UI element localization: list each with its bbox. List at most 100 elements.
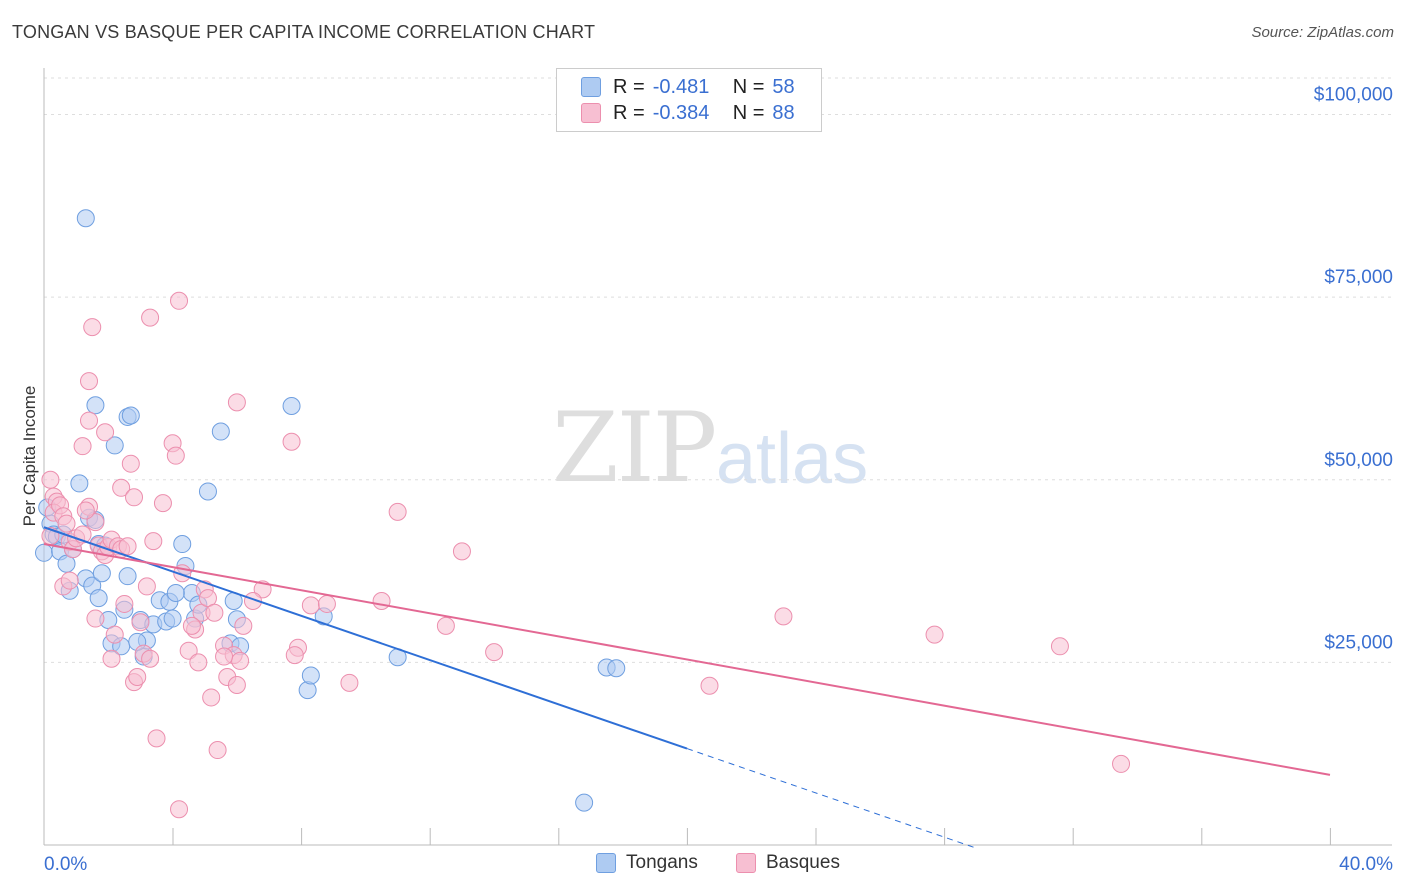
basque-point — [340, 673, 359, 692]
basque-point — [115, 594, 134, 613]
legend-r-value: -0.384 — [652, 101, 710, 124]
basque-point — [925, 625, 944, 644]
basque-point — [301, 596, 320, 615]
watermark-atlas: atlas — [716, 419, 869, 499]
basques-swatch — [581, 103, 601, 123]
legend-row-tongans: R = -0.481 N = 58 — [581, 74, 795, 100]
tongan-point — [173, 535, 192, 554]
source-credit: Source: ZipAtlas.com — [1251, 24, 1394, 41]
basque-point — [41, 470, 60, 489]
basque-point — [147, 729, 166, 748]
basque-point — [121, 454, 140, 473]
tongan-point — [86, 396, 105, 415]
trend-layer — [43, 526, 1331, 849]
basque-point — [144, 532, 163, 551]
tongan-point — [607, 659, 626, 678]
basque-point — [452, 542, 471, 561]
axis-layer — [43, 68, 1392, 846]
tongan-point — [198, 482, 217, 501]
basque-point — [700, 676, 719, 695]
basque-point — [317, 594, 336, 613]
tongan-point — [118, 567, 137, 586]
tongan-point — [76, 209, 95, 228]
basque-point — [166, 446, 185, 465]
basque-point — [388, 502, 407, 521]
basque-point — [208, 741, 227, 760]
bottom-legend-tongans[interactable]: Tongans — [596, 852, 698, 874]
basque-point — [253, 580, 272, 599]
tongan-point — [105, 436, 124, 455]
basque-point — [128, 667, 147, 686]
basque-trend-line — [43, 543, 1331, 776]
legend-row-basques: R = -0.384 N = 88 — [581, 100, 795, 126]
basque-point — [131, 613, 150, 632]
basque-point — [215, 647, 234, 666]
basque-point — [141, 649, 160, 668]
basque-point — [102, 649, 121, 668]
chart-title: TONGAN VS BASQUE PER CAPITA INCOME CORRE… — [12, 22, 596, 42]
correlation-legend: R = -0.481 N = 58 R = -0.384 N = 88 — [556, 68, 822, 132]
basque-point — [231, 651, 250, 670]
basque-point — [137, 577, 156, 596]
legend-r-value: -0.481 — [652, 75, 710, 98]
basque-point — [57, 514, 76, 533]
basque-point — [189, 653, 208, 672]
grid-layer — [44, 77, 1392, 663]
basque-point — [372, 592, 391, 611]
legend-n-value: 88 — [772, 101, 795, 124]
basque-point — [227, 393, 246, 412]
basque-point — [485, 643, 504, 662]
y-tick-label: $100,000 — [1314, 85, 1393, 106]
basque-point — [80, 372, 99, 391]
basque-point — [118, 537, 137, 556]
bottom-legend-basques[interactable]: Basques — [736, 852, 840, 874]
basque-point — [86, 513, 105, 532]
basques-legend-label: Basques — [766, 852, 840, 873]
basque-point — [80, 411, 99, 430]
x-tick-label-max: 40.0% — [1339, 854, 1393, 875]
tongan-trend-extension — [686, 748, 977, 849]
tongan-point — [35, 543, 53, 562]
basque-point — [141, 308, 160, 327]
points-layer — [35, 209, 1131, 819]
tongans-legend-swatch — [596, 853, 616, 873]
tongan-point — [121, 406, 140, 425]
basque-point — [182, 616, 201, 635]
basque-point — [170, 291, 189, 310]
basque-point — [774, 607, 793, 626]
basque-point — [205, 603, 224, 622]
label-layer: $25,000 $50,000 $75,000 $100,000 0.0% 40.0% — [44, 85, 1393, 875]
legend-n-value: 58 — [772, 75, 795, 98]
y-tick-label: $25,000 — [1324, 632, 1393, 653]
tongan-point — [163, 609, 182, 628]
tongan-point — [92, 564, 111, 583]
basque-point — [282, 432, 301, 451]
legend-n-label: N = — [732, 101, 765, 124]
basque-point — [125, 488, 144, 507]
tongan-point — [70, 474, 89, 493]
tongan-point — [575, 793, 594, 812]
tongans-legend-label: Tongans — [626, 852, 698, 873]
basque-point — [112, 478, 131, 497]
basque-point — [96, 423, 115, 442]
basque-point — [436, 616, 455, 635]
legend-r-label: R = — [613, 101, 645, 124]
basque-point — [234, 616, 253, 635]
tongan-point — [298, 681, 317, 700]
tongan-point — [166, 583, 185, 602]
basque-point — [285, 646, 304, 665]
y-tick-label: $75,000 — [1324, 267, 1393, 288]
basque-point — [1050, 637, 1069, 656]
basque-point — [86, 609, 105, 628]
basque-point — [202, 688, 221, 707]
y-tick-label: $50,000 — [1324, 450, 1393, 471]
x-tick-label-min: 0.0% — [44, 854, 87, 875]
tongan-point — [89, 589, 108, 608]
tongans-swatch — [581, 77, 601, 97]
legend-r-label: R = — [613, 75, 645, 98]
basque-point — [179, 641, 198, 660]
basque-point — [83, 318, 102, 337]
tongan-point — [211, 422, 230, 441]
basque-point — [60, 571, 79, 590]
